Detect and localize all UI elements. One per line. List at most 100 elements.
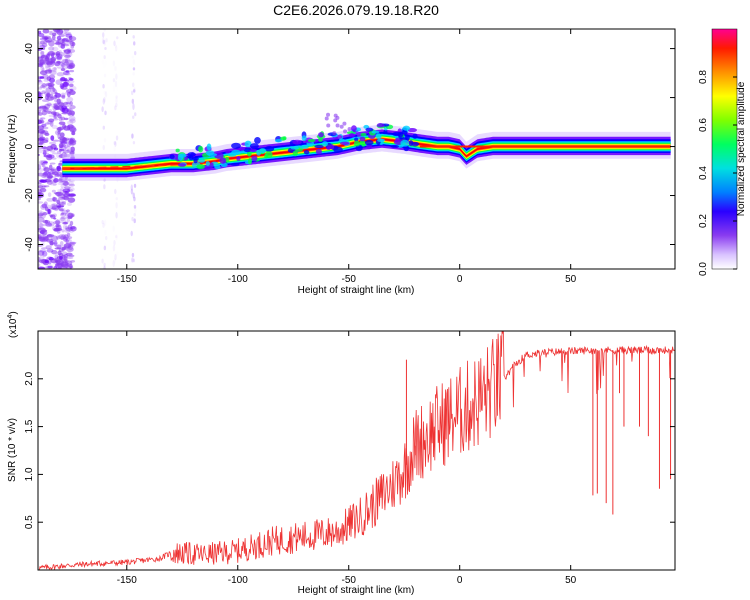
noise-blob xyxy=(71,110,75,117)
noise-blob xyxy=(39,76,45,79)
noise-streak xyxy=(114,45,118,52)
spectrogram-panel: -150 -100 -50 0 50 -40 -20 0 20 40 Height of str… xyxy=(7,28,676,296)
noise-streak xyxy=(130,184,134,191)
noise-blob xyxy=(46,110,52,114)
noise-streak xyxy=(104,110,107,116)
noise-streak xyxy=(112,260,115,267)
noise-blob xyxy=(49,150,56,153)
noise-streak xyxy=(115,234,117,240)
noise-blob xyxy=(39,40,45,45)
noise-blob xyxy=(43,40,48,44)
noise-blob xyxy=(60,95,66,98)
noise-streak xyxy=(102,125,106,130)
y-tick-label: 0 xyxy=(24,143,35,149)
noise-blob xyxy=(66,218,71,223)
noise-blob xyxy=(41,229,48,232)
noise-blob xyxy=(38,40,45,45)
snr-y-label: SNR (10 * v/v) xyxy=(7,418,18,482)
noise-blob xyxy=(44,132,50,136)
noise-blob xyxy=(67,224,73,231)
noise-blob xyxy=(38,142,41,146)
ridge-blob xyxy=(326,112,331,117)
noise-blob xyxy=(60,266,68,269)
noise-blob xyxy=(71,41,76,47)
ridge-blob xyxy=(354,137,359,142)
noise-streak xyxy=(115,95,118,99)
noise-blob xyxy=(45,69,52,72)
noise-streak xyxy=(132,35,135,39)
noise-blob xyxy=(68,80,75,83)
noise-blob xyxy=(43,106,49,113)
noise-blob xyxy=(38,263,41,267)
noise-blob xyxy=(52,52,60,56)
noise-streak xyxy=(113,239,116,246)
noise-blob xyxy=(41,82,48,89)
noise-blob xyxy=(48,74,56,79)
noise-blob xyxy=(50,242,58,245)
noise-streak xyxy=(101,106,104,113)
noise-streak xyxy=(133,87,136,94)
noise-blob xyxy=(48,258,52,265)
noise-blob xyxy=(42,43,48,48)
ridge-blob xyxy=(353,140,361,147)
noise-blob xyxy=(52,118,59,121)
noise-blob xyxy=(47,118,55,123)
noise-blob xyxy=(53,192,62,195)
ridge-blob xyxy=(192,156,199,161)
noise-blob xyxy=(69,220,74,226)
noise-blob xyxy=(46,180,53,185)
noise-blob xyxy=(61,112,69,115)
ridge-blob xyxy=(244,140,252,148)
noise-blob xyxy=(65,101,72,105)
noise-blob xyxy=(58,249,64,253)
noise-blob xyxy=(68,239,72,243)
noise-blob xyxy=(45,65,51,70)
noise-blob xyxy=(60,212,65,216)
noise-blob xyxy=(62,102,69,106)
noise-blob xyxy=(42,29,50,34)
noise-blob xyxy=(39,117,46,120)
noise-blob xyxy=(68,241,76,245)
noise-blob xyxy=(66,149,70,152)
noise-blob xyxy=(38,107,42,114)
noise-blob xyxy=(39,259,47,264)
x-tick-label: -150 xyxy=(117,274,137,285)
noise-blob xyxy=(52,182,57,186)
noise-blob xyxy=(40,204,47,210)
noise-blob xyxy=(68,63,75,67)
noise-blob xyxy=(68,83,74,87)
noise-blob xyxy=(58,121,66,125)
noise-blob xyxy=(38,75,45,80)
snr-line xyxy=(38,331,675,570)
snr-frame xyxy=(37,330,676,571)
colorbar-tick-label: 0.6 xyxy=(698,118,709,132)
noise-blob xyxy=(67,236,73,240)
noise-blob xyxy=(38,79,43,83)
noise-blob xyxy=(43,236,49,241)
noise-blob xyxy=(44,219,49,224)
noise-blob xyxy=(38,93,43,98)
ridge-blob xyxy=(350,125,357,132)
noise-blob xyxy=(43,79,50,82)
noise-streak xyxy=(103,39,107,46)
noise-blob xyxy=(60,216,69,220)
noise-blob xyxy=(49,51,56,57)
noise-blob xyxy=(46,264,53,269)
noise-blob xyxy=(38,86,43,90)
ridge-blob xyxy=(402,125,411,131)
noise-blob xyxy=(38,128,46,134)
noise-blob xyxy=(62,221,68,225)
noise-blob xyxy=(41,173,47,179)
noise-blob xyxy=(49,241,54,246)
noise-blob xyxy=(46,102,52,107)
noise-blob xyxy=(49,77,55,83)
noise-blob xyxy=(50,88,58,95)
noise-blob xyxy=(46,222,52,226)
noise-blob xyxy=(38,32,45,38)
ridge-blob xyxy=(274,139,283,143)
noise-blob xyxy=(55,258,61,265)
noise-streak xyxy=(134,51,137,56)
noise-blob xyxy=(62,58,68,62)
noise-blob xyxy=(56,98,61,105)
